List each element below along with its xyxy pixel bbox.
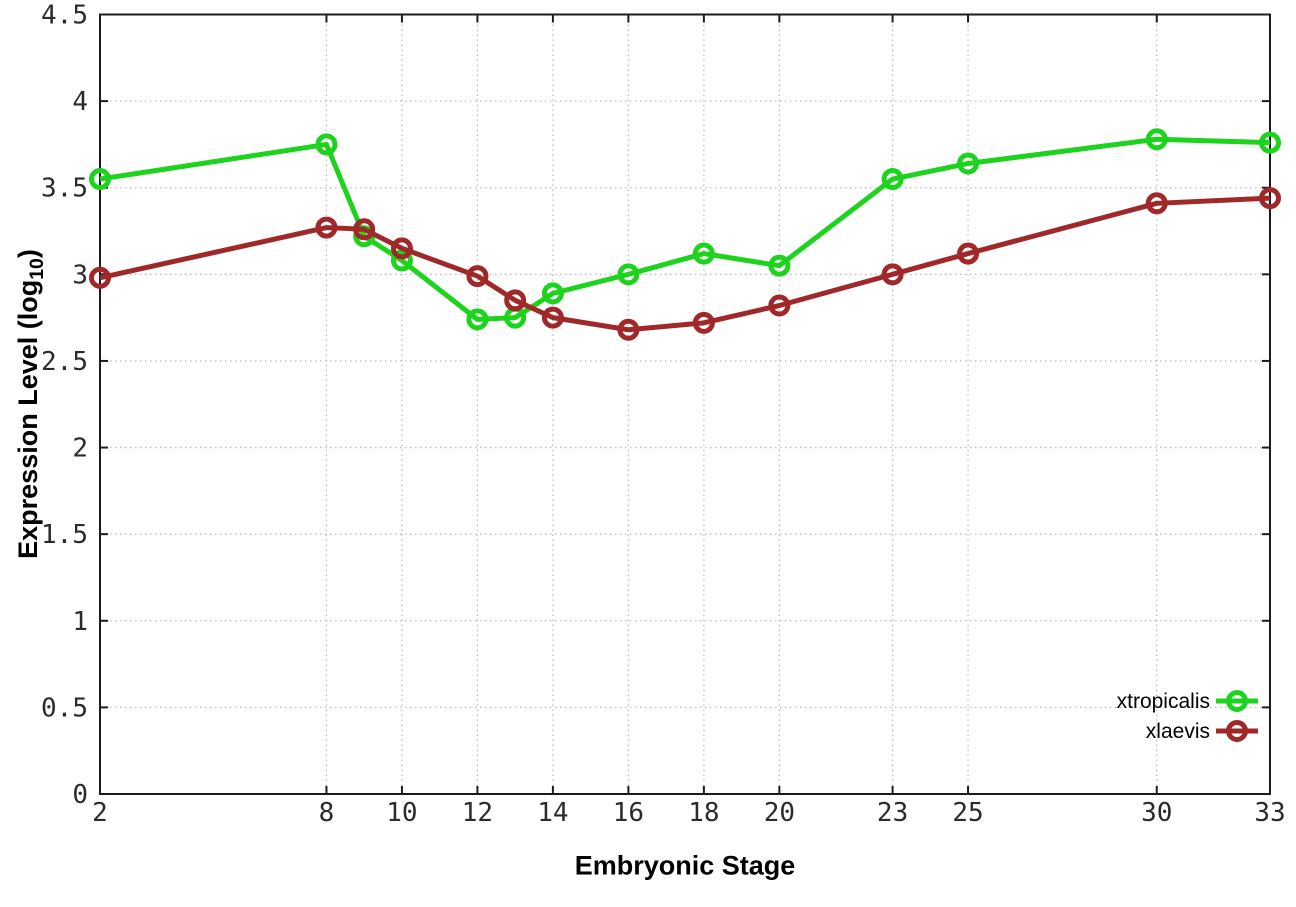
- x-tick-label: 12: [462, 798, 493, 828]
- data-point-xlaevis: [617, 318, 640, 341]
- x-tick-label: 16: [613, 798, 644, 828]
- data-point-xlaevis: [692, 311, 715, 334]
- plot-border: [99, 13, 1271, 795]
- data-point-xtropicalis: [466, 308, 489, 331]
- y-tick-label: 2: [72, 434, 88, 464]
- data-point-xlaevis: [881, 263, 904, 286]
- series-line-xtropicalis: [99, 136, 1271, 322]
- data-point-xtropicalis: [390, 249, 413, 272]
- data-point-xtropicalis: [315, 133, 338, 156]
- data-point-xlaevis: [353, 218, 376, 241]
- x-tick-label: 14: [537, 798, 568, 828]
- y-tick-label: 2.5: [41, 347, 88, 377]
- x-tick-label: 23: [877, 798, 908, 828]
- data-point-xlaevis: [768, 294, 791, 317]
- data-point-xlaevis: [390, 237, 413, 260]
- x-tick-label: 20: [764, 798, 795, 828]
- data-point-xtropicalis: [768, 254, 791, 277]
- y-axis-title-text: Expression Level (log: [13, 279, 44, 559]
- y-tick-label: 1.5: [41, 520, 88, 550]
- y-tick-label: 3: [72, 260, 88, 290]
- data-point-xlaevis: [466, 265, 489, 288]
- y-axis-title: Expression Level (log10): [13, 249, 49, 559]
- series-line-xlaevis: [99, 195, 1271, 333]
- x-tick-label: 18: [688, 798, 719, 828]
- x-tick-label: 10: [386, 798, 417, 828]
- legend-label-xtropicalis: xtropicalis: [1117, 690, 1210, 713]
- y-tick-label: 4: [72, 87, 88, 117]
- y-tick-label: 3.5: [41, 174, 88, 204]
- y-tick-label: 0.5: [41, 693, 88, 723]
- x-tick-label: 33: [1254, 798, 1285, 828]
- data-point-xtropicalis: [881, 168, 904, 191]
- data-point-xtropicalis: [1145, 128, 1168, 151]
- y-axis-title-suffix: ): [13, 249, 44, 259]
- data-point-xlaevis: [1145, 192, 1168, 215]
- x-tick-label: 25: [952, 798, 983, 828]
- x-tick-label: 2: [92, 798, 108, 828]
- y-tick-label: 0: [72, 780, 88, 810]
- x-tick-label: 30: [1141, 798, 1172, 828]
- data-point-xlaevis: [504, 289, 527, 312]
- y-tick-label: 4.5: [41, 1, 88, 31]
- data-point-xlaevis: [957, 242, 980, 265]
- data-point-xlaevis: [315, 216, 338, 239]
- data-point-xlaevis: [1259, 187, 1281, 210]
- data-point-xtropicalis: [89, 168, 111, 191]
- data-point-xtropicalis: [957, 152, 980, 175]
- data-point-xtropicalis: [617, 263, 640, 286]
- data-point-xtropicalis: [541, 282, 564, 305]
- data-point-xtropicalis: [1259, 131, 1281, 154]
- x-axis-title: Embryonic Stage: [574, 850, 796, 881]
- y-axis-title-subscript: 10: [25, 258, 48, 280]
- legend-marker-xlaevis: [1226, 720, 1248, 742]
- legend-marker-xtropicalis: [1226, 690, 1248, 712]
- data-point-xlaevis: [89, 266, 111, 289]
- legend-label-xlaevis: xlaevis: [1146, 720, 1210, 743]
- x-tick-label: 8: [319, 798, 335, 828]
- data-point-xlaevis: [541, 306, 564, 329]
- y-tick-label: 1: [72, 607, 88, 637]
- data-point-xtropicalis: [692, 242, 715, 265]
